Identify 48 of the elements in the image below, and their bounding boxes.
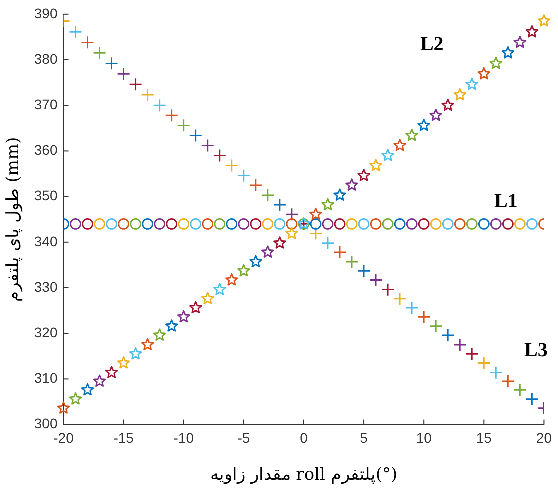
point (177, 310, 190, 323)
point (166, 218, 178, 230)
point (237, 169, 251, 183)
point (430, 108, 443, 122)
y-tick-label: 320 (34, 324, 58, 340)
x-tick-label: 15 (476, 430, 492, 446)
y-tick-label: 330 (34, 278, 58, 295)
y-tick-label: 360 (34, 142, 58, 158)
point (370, 159, 382, 172)
point (82, 218, 94, 230)
y-tick-label: 300 (34, 416, 58, 432)
x-tick-label: -20 (54, 430, 74, 446)
series-label: L2 (420, 33, 444, 56)
point (538, 14, 551, 27)
point (153, 98, 167, 112)
point (250, 218, 262, 230)
point (201, 292, 214, 304)
point (405, 301, 419, 315)
y-tick-label: 370 (34, 96, 58, 112)
point (334, 218, 346, 230)
y-tick-label: 380 (34, 50, 58, 67)
y-axis-title: طول پای پلتفرم (mm) (4, 137, 24, 302)
point (93, 374, 106, 388)
point (286, 227, 298, 240)
point (514, 36, 527, 48)
x-tick-label: 0 (300, 430, 308, 446)
y-tick-label: 390 (34, 5, 58, 22)
x-tick-label: 10 (416, 430, 432, 446)
point (346, 178, 358, 191)
series-label: L1 (494, 190, 518, 212)
point (454, 88, 467, 101)
point (117, 356, 130, 369)
x-tick-label: 20 (536, 430, 552, 446)
x-axis-title: مقدار زاویه roll پلتفرم(°) (210, 465, 398, 486)
y-tick-label: 340 (34, 233, 58, 250)
y-tick-label: 350 (34, 188, 58, 204)
point (262, 246, 274, 258)
point (502, 218, 514, 230)
y-tick-label: 310 (34, 370, 58, 386)
point (418, 218, 430, 230)
point (321, 236, 335, 250)
x-tick-label: -15 (114, 430, 134, 446)
series-label: L3 (524, 340, 548, 362)
point (69, 25, 82, 39)
point (489, 366, 503, 380)
x-tick-label: -10 (174, 430, 194, 446)
x-tick-label: -5 (238, 430, 250, 446)
x-tick-label: 5 (360, 430, 368, 446)
